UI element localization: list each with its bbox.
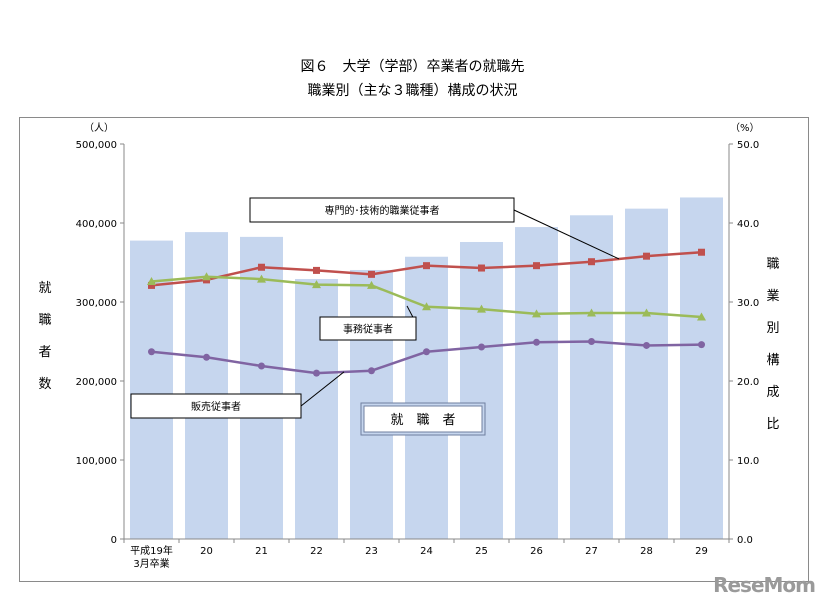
callout-professional-box <box>249 197 515 223</box>
point-triangle-5 <box>422 302 431 311</box>
point-square-4 <box>368 270 375 278</box>
left-tick-label: 100,000 <box>76 456 117 467</box>
left-axis-title-char: 職 <box>38 313 51 328</box>
right-tick-label: 40.0 <box>737 219 759 230</box>
x-tick-label: 23 <box>365 546 378 557</box>
point-triangle-0 <box>147 276 156 285</box>
callout-clerical-text: 事務従事者 <box>343 323 393 336</box>
right-axis-title-char: 構 <box>766 353 779 368</box>
point-circle-2 <box>258 362 265 370</box>
employed-label-inner <box>363 405 483 433</box>
point-circle-9 <box>643 341 650 349</box>
bar-employed-5 <box>405 256 448 539</box>
point-square-6 <box>478 264 485 272</box>
right-axis-title-char: 比 <box>766 417 779 432</box>
right-axis-title-char: 業 <box>766 288 779 304</box>
callout-sales-box <box>130 393 302 419</box>
point-circle-3 <box>313 369 320 377</box>
bar-employed-2 <box>240 236 283 539</box>
callout-professional-leader <box>513 209 620 260</box>
point-triangle-8 <box>587 308 596 317</box>
point-triangle-6 <box>477 304 486 313</box>
x-tick-label: 24 <box>420 546 433 557</box>
point-triangle-2 <box>257 274 266 283</box>
right-axis-unit: （%） <box>730 122 760 134</box>
bar-employed-7 <box>515 227 558 539</box>
left-tick-label: 0 <box>111 535 117 546</box>
left-axis-title-char: 数 <box>38 377 51 392</box>
callout-sales-text: 販売従事者 <box>191 400 241 413</box>
right-axis-title-char: 職 <box>766 257 779 272</box>
point-triangle-3 <box>312 280 321 289</box>
left-tick-label: 500,000 <box>76 140 117 151</box>
chart-title: 図６ 大学（学部）卒業者の就職先 <box>300 59 525 75</box>
right-axis-title-char: 成 <box>766 385 779 400</box>
right-tick-label: 0.0 <box>737 535 753 546</box>
bar-employed-10 <box>680 197 723 540</box>
point-square-8 <box>588 258 595 266</box>
callout-clerical-box <box>319 316 417 341</box>
point-triangle-7 <box>532 309 541 318</box>
point-circle-8 <box>588 338 595 345</box>
bar-employed-0 <box>130 240 173 539</box>
x-tick-label: 3月卒業 <box>133 557 169 570</box>
left-axis-title-char: 者 <box>38 345 51 360</box>
left-axis-unit: （人） <box>84 122 114 134</box>
bar-employed-8 <box>570 215 613 539</box>
left-tick-label: 300,000 <box>76 298 117 309</box>
right-tick-label: 30.0 <box>737 298 759 309</box>
x-tick-label: 27 <box>585 546 598 557</box>
x-tick-label: 29 <box>695 546 708 557</box>
point-circle-1 <box>203 353 210 361</box>
point-triangle-4 <box>367 280 376 289</box>
x-tick-label: 22 <box>310 546 323 557</box>
right-tick-label: 50.0 <box>737 140 759 151</box>
chart-subtitle: 職業別（主な３職種）構成の状況 <box>307 83 518 99</box>
callout-sales-leader <box>300 371 345 407</box>
point-square-9 <box>643 252 650 260</box>
point-circle-5 <box>423 348 430 356</box>
point-circle-4 <box>368 367 375 375</box>
callout-professional-text: 専門的･技術的職業従事者 <box>325 204 440 217</box>
left-tick-label: 400,000 <box>76 219 117 230</box>
point-square-10 <box>698 248 705 256</box>
point-square-3 <box>313 266 320 274</box>
employed-label-text: 就 職 者 <box>390 413 455 428</box>
right-tick-label: 10.0 <box>737 456 759 467</box>
point-square-5 <box>423 262 430 270</box>
point-circle-7 <box>533 338 540 346</box>
right-tick-label: 20.0 <box>737 377 759 388</box>
point-circle-10 <box>698 341 705 349</box>
x-tick-label: 25 <box>475 546 488 557</box>
point-triangle-10 <box>697 312 706 321</box>
x-tick-label: 26 <box>530 546 543 557</box>
point-square-7 <box>533 262 540 270</box>
point-square-0 <box>148 281 155 289</box>
left-axis-title-char: 就 <box>38 281 51 296</box>
x-tick-label: 21 <box>255 546 268 557</box>
point-circle-0 <box>148 348 155 356</box>
point-circle-6 <box>478 343 485 351</box>
point-square-2 <box>258 263 265 271</box>
watermark-logo: ReseMom <box>713 573 816 597</box>
chart-frame <box>19 117 809 582</box>
bar-employed-6 <box>460 241 503 540</box>
x-tick-label: 28 <box>640 546 653 557</box>
bar-employed-9 <box>625 208 668 539</box>
x-tick-label: 平成19年 <box>130 544 173 557</box>
left-tick-label: 200,000 <box>76 377 117 388</box>
point-triangle-1 <box>202 272 211 281</box>
right-axis-title-char: 別 <box>766 321 779 336</box>
point-triangle-9 <box>642 308 651 317</box>
x-tick-label: 20 <box>200 546 213 557</box>
